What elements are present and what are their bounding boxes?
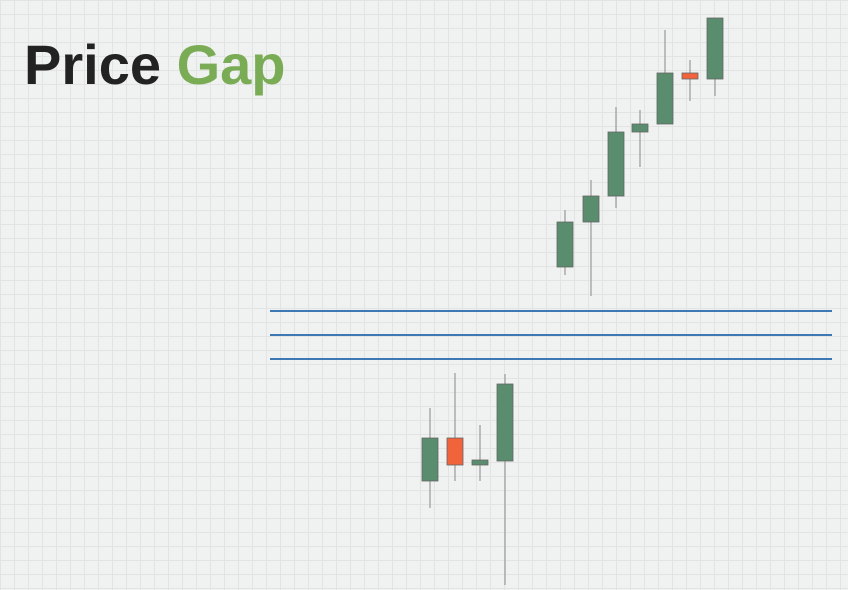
candle-body [446,437,464,466]
candle-body [656,72,674,125]
candle-body [556,221,574,268]
candle-body [631,123,649,133]
title-part: Price [24,33,161,96]
candle-body [681,72,699,80]
candle-body [496,383,514,462]
candle-body [607,131,625,197]
candle-body [421,437,439,482]
candle-body [471,459,489,466]
title-part: Gap [177,33,286,96]
candle-body [706,17,724,80]
chart-title: Price Gap [24,33,285,96]
candle-body [582,195,600,223]
